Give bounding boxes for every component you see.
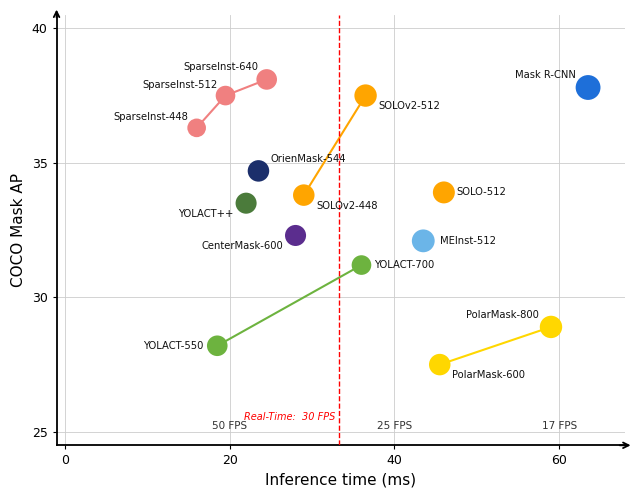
Point [262, 75, 272, 83]
Point [220, 92, 230, 100]
Point [241, 199, 252, 207]
Point [418, 237, 428, 245]
Text: SOLOv2-512: SOLOv2-512 [378, 101, 440, 111]
Point [212, 342, 222, 350]
Text: YOLACT-700: YOLACT-700 [374, 260, 434, 270]
Point [291, 232, 301, 240]
Y-axis label: COCO Mask AP: COCO Mask AP [11, 173, 26, 287]
Text: 50 FPS: 50 FPS [212, 421, 247, 431]
Text: MEInst-512: MEInst-512 [440, 236, 496, 246]
Point [191, 124, 202, 132]
Text: YOLACT-550: YOLACT-550 [143, 341, 204, 351]
Text: SOLOv2-448: SOLOv2-448 [316, 201, 378, 211]
Text: SparseInst-640: SparseInst-640 [184, 62, 259, 72]
Point [435, 361, 445, 369]
Text: PolarMask-800: PolarMask-800 [466, 310, 539, 320]
Text: SparseInst-448: SparseInst-448 [113, 112, 188, 122]
Text: SOLO-512: SOLO-512 [456, 188, 506, 198]
X-axis label: Inference time (ms): Inference time (ms) [266, 473, 417, 488]
Point [360, 92, 371, 100]
Text: SparseInst-512: SparseInst-512 [142, 80, 217, 90]
Point [546, 323, 556, 331]
Text: YOLACT++: YOLACT++ [179, 209, 234, 219]
Text: Real-Time:  30 FPS: Real-Time: 30 FPS [244, 413, 335, 423]
Point [299, 191, 309, 199]
Text: Mask R-CNN: Mask R-CNN [515, 70, 576, 80]
Point [439, 189, 449, 197]
Text: 17 FPS: 17 FPS [541, 421, 577, 431]
Point [583, 83, 593, 91]
Text: CenterMask-600: CenterMask-600 [202, 241, 283, 251]
Point [356, 261, 367, 269]
Point [253, 167, 264, 175]
Text: PolarMask-600: PolarMask-600 [452, 370, 525, 380]
Text: 25 FPS: 25 FPS [377, 421, 412, 431]
Text: OrienMask-544: OrienMask-544 [271, 154, 346, 164]
